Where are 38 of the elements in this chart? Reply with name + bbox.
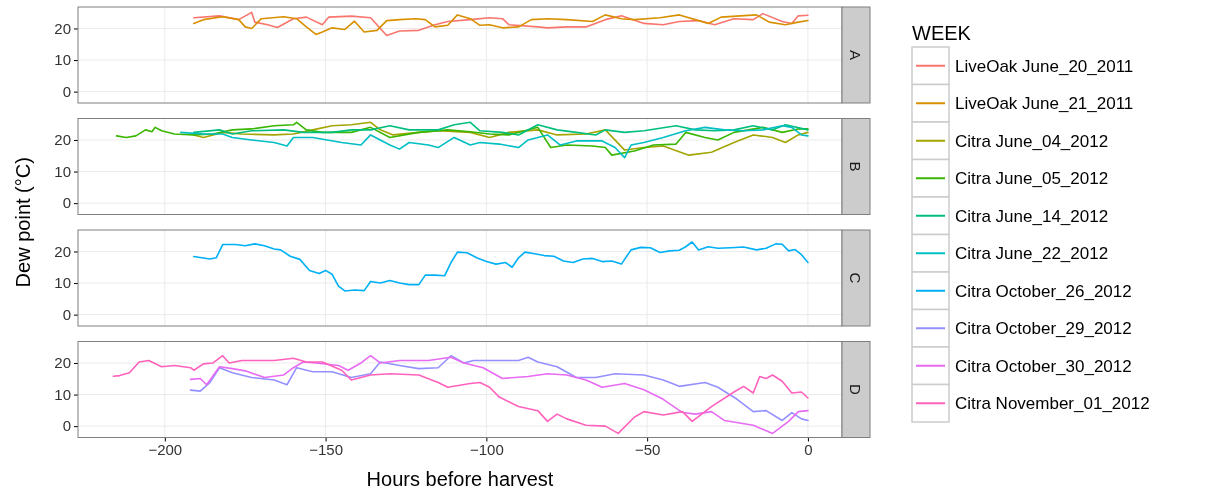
y-tick-label: 0 (62, 417, 71, 435)
line-series (180, 124, 809, 159)
legend-label: LiveOak June_20_2011 (955, 56, 1134, 76)
x-tick-label: 0 (804, 441, 813, 459)
legend-label: Citra October_26_2012 (955, 281, 1132, 301)
y-tick-label: 20 (54, 242, 71, 260)
y-tick-label: 0 (62, 82, 71, 100)
y-tick-label: 20 (54, 354, 71, 372)
y-tick-label: 10 (54, 274, 71, 292)
x-tick-label: −100 (469, 441, 504, 459)
legend-label: Citra June_04_2012 (955, 131, 1109, 151)
y-tick-label: 20 (54, 131, 71, 149)
y-tick-label: 0 (62, 305, 71, 323)
x-axis-title: Hours before harvest (366, 467, 554, 490)
y-tick-label: 10 (54, 162, 71, 180)
y-tick-label: 0 (62, 194, 71, 212)
y-axis-title: Dew point (°C) (12, 157, 34, 288)
legend-label: Citra June_05_2012 (955, 169, 1109, 189)
y-tick-label: 10 (54, 51, 71, 69)
legend-label: Citra November_01_2012 (955, 394, 1150, 414)
x-tick-label: −50 (634, 441, 661, 459)
line-series (192, 121, 809, 136)
x-tick-label: −150 (309, 441, 343, 459)
text: C (847, 272, 864, 284)
text: B (847, 161, 864, 172)
legend-label: LiveOak June_21_2011 (955, 94, 1134, 114)
legend-label: Citra June_22_2012 (955, 244, 1109, 264)
line-series (192, 241, 809, 292)
text: D (847, 384, 864, 396)
y-tick-label: 10 (54, 385, 71, 403)
legend-label: Citra October_29_2012 (955, 319, 1132, 339)
legend-label: Citra October_30_2012 (955, 356, 1132, 376)
legend-label: Citra June_14_2012 (955, 206, 1109, 226)
line-series (189, 354, 809, 422)
text: A (847, 49, 864, 61)
legend-title: WEEK (912, 22, 972, 44)
y-tick-label: 20 (54, 19, 71, 37)
x-tick-label: −200 (148, 441, 183, 459)
